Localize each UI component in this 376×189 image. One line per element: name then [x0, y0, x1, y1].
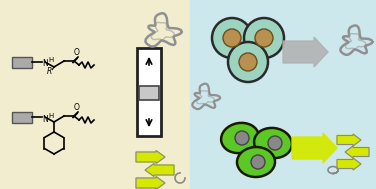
FancyArrow shape [292, 133, 337, 163]
Circle shape [255, 29, 273, 47]
Bar [190, 0, 376, 189]
Bar [139, 86, 159, 100]
Text: R: R [47, 67, 52, 76]
Text: N: N [42, 60, 48, 68]
Ellipse shape [254, 128, 292, 158]
Ellipse shape [221, 123, 259, 153]
FancyArrow shape [145, 163, 174, 177]
Circle shape [212, 18, 252, 58]
Text: H: H [48, 57, 53, 64]
FancyArrow shape [136, 177, 165, 189]
FancyArrow shape [283, 37, 328, 67]
Bar [137, 48, 161, 136]
Text: N: N [42, 115, 48, 123]
FancyArrow shape [337, 134, 361, 146]
Circle shape [235, 131, 249, 145]
FancyArrow shape [337, 158, 361, 170]
Text: O: O [74, 48, 80, 57]
Text: O: O [74, 103, 80, 112]
Circle shape [251, 155, 265, 169]
Bar [12, 57, 32, 68]
FancyArrow shape [136, 150, 165, 163]
Circle shape [244, 18, 284, 58]
Circle shape [228, 42, 268, 82]
Circle shape [268, 136, 282, 150]
Circle shape [223, 29, 241, 47]
Bar [12, 112, 32, 123]
FancyArrow shape [345, 146, 369, 158]
Text: H: H [48, 112, 53, 119]
Circle shape [239, 53, 257, 71]
Ellipse shape [237, 147, 275, 177]
Bar [0, 0, 190, 189]
